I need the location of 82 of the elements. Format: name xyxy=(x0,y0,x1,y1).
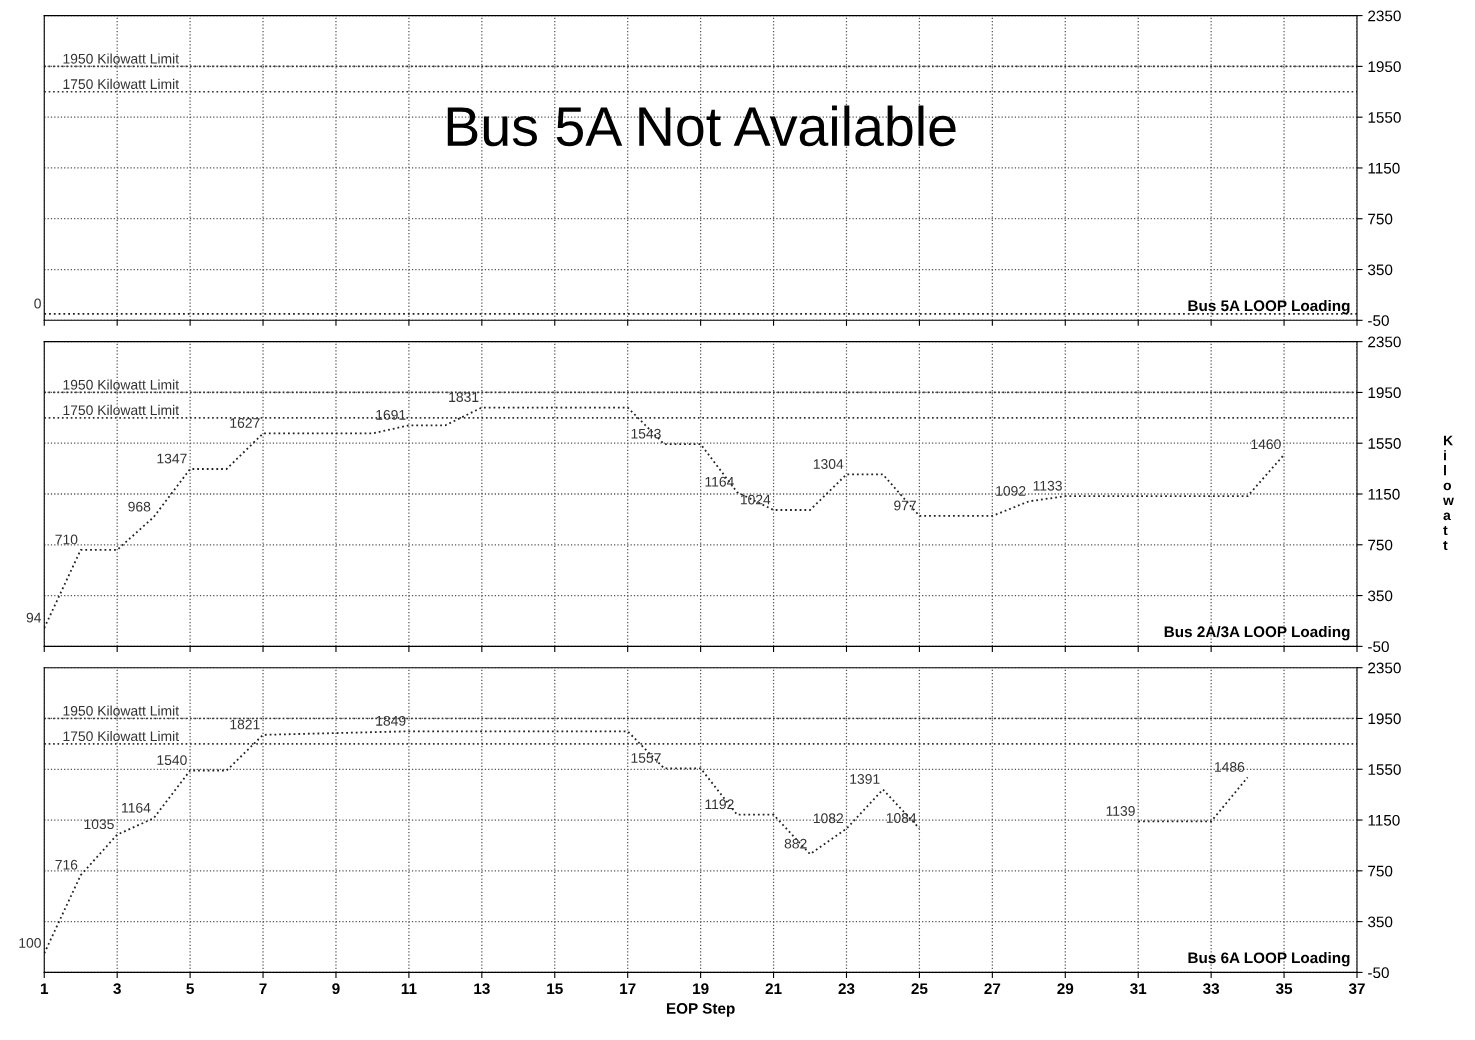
y-tick-label: 350 xyxy=(1368,590,1393,602)
ref-line-label: 1750 Kilowatt Limit xyxy=(63,78,179,90)
ref-line-label: 1750 Kilowatt Limit xyxy=(63,730,179,742)
ref-line-label: 1950 Kilowatt Limit xyxy=(63,705,179,716)
y-tick-label: 1550 xyxy=(1368,438,1401,449)
data-label: 1035 xyxy=(84,819,114,830)
data-label: 1164 xyxy=(122,802,151,813)
y-tick-label: -50 xyxy=(1368,967,1389,979)
y-tick-label: 1550 xyxy=(1368,112,1401,123)
x-tick-label: 17 xyxy=(620,983,636,994)
x-tick-label: 27 xyxy=(984,983,1001,994)
y-tick-label: 2350 xyxy=(1368,10,1401,22)
data-label: 1821 xyxy=(230,719,260,730)
x-axis-title: EOP Step xyxy=(666,1003,735,1017)
data-label: 1557 xyxy=(631,753,661,763)
y-tick-label: 2350 xyxy=(1368,336,1401,348)
data-label: 968 xyxy=(128,501,151,512)
data-label: 710 xyxy=(55,534,78,545)
data-label: 977 xyxy=(894,500,916,511)
y-tick-label: 1150 xyxy=(1368,488,1400,500)
x-tick-label: 19 xyxy=(693,983,709,995)
annotation: Bus 2A/3A LOOP Loading xyxy=(1164,625,1350,641)
annotation: Bus 5A LOOP Loading xyxy=(1188,299,1350,315)
data-label: 1192 xyxy=(705,799,734,810)
y-tick-label: 750 xyxy=(1368,539,1393,551)
data-label: 1460 xyxy=(1251,439,1281,450)
y-tick-label: 1550 xyxy=(1368,764,1401,775)
x-tick-label: 29 xyxy=(1057,983,1074,995)
y-tick-label: -50 xyxy=(1368,641,1389,653)
data-label: 1304 xyxy=(813,459,844,469)
data-label: 716 xyxy=(55,859,78,870)
annotation: Bus 6A LOOP Loading xyxy=(1188,952,1350,967)
y-tick-label: 1150 xyxy=(1368,162,1400,174)
y-tick-label: 750 xyxy=(1368,213,1393,225)
y-tick-label: 350 xyxy=(1368,916,1393,928)
data-label: 1540 xyxy=(157,755,187,765)
x-tick-label: 11 xyxy=(401,983,417,994)
data-label: 1391 xyxy=(850,774,880,784)
y-tick-label: 1950 xyxy=(1368,387,1401,399)
y-tick-label: -50 xyxy=(1368,315,1389,326)
data-label: 1133 xyxy=(1033,480,1062,491)
data-label: 1347 xyxy=(157,453,187,464)
y-tick-label: 2350 xyxy=(1368,662,1401,674)
x-tick-label: 5 xyxy=(186,983,194,995)
ref-line-label: 1950 Kilowatt Limit xyxy=(63,53,179,64)
x-tick-label: 9 xyxy=(332,983,340,995)
x-tick-label: 23 xyxy=(838,983,855,995)
data-label: 1164 xyxy=(705,476,734,487)
x-tick-label: 3 xyxy=(113,983,121,995)
ref-line-label: 1750 Kilowatt Limit xyxy=(63,404,179,416)
data-label: 1486 xyxy=(1214,762,1245,772)
x-tick-label: 37 xyxy=(1348,983,1365,995)
y-tick-label: 750 xyxy=(1368,865,1393,877)
x-tick-label: 33 xyxy=(1202,983,1220,995)
x-tick-label: 15 xyxy=(547,983,563,995)
ref-line-label: 1950 Kilowatt Limit xyxy=(63,379,179,390)
y-tick-label: 1950 xyxy=(1368,713,1401,725)
annotation: Bus 5A Not Available xyxy=(447,105,956,147)
data-label: 1543 xyxy=(631,428,661,439)
data-label: 1092 xyxy=(996,486,1026,496)
data-label: 1849 xyxy=(376,715,406,726)
y-tick-label: 1950 xyxy=(1368,61,1401,73)
x-tick-label: 21 xyxy=(765,983,782,994)
data-label: 1691 xyxy=(376,409,406,420)
y-tick-label: 1150 xyxy=(1368,814,1400,826)
data-label: 94 xyxy=(26,612,42,623)
x-tick-label: 31 xyxy=(1130,983,1147,995)
y-tick-label: 350 xyxy=(1368,264,1393,276)
data-label: 1082 xyxy=(813,813,844,824)
x-tick-label: 25 xyxy=(911,983,928,995)
data-label: 1084 xyxy=(886,813,917,823)
x-tick-label: 1 xyxy=(40,983,49,994)
x-tick-label: 13 xyxy=(474,983,490,995)
x-tick-label: 7 xyxy=(259,983,267,994)
data-label: 0 xyxy=(34,298,41,309)
x-tick-label: 35 xyxy=(1275,983,1293,995)
data-label: 1139 xyxy=(1106,806,1135,816)
data-label: 1627 xyxy=(230,418,260,428)
y-axis-title: Kilowatt xyxy=(1443,435,1454,551)
data-label: 100 xyxy=(19,938,41,948)
data-label: 1831 xyxy=(449,392,479,403)
data-label: 882 xyxy=(784,838,807,849)
